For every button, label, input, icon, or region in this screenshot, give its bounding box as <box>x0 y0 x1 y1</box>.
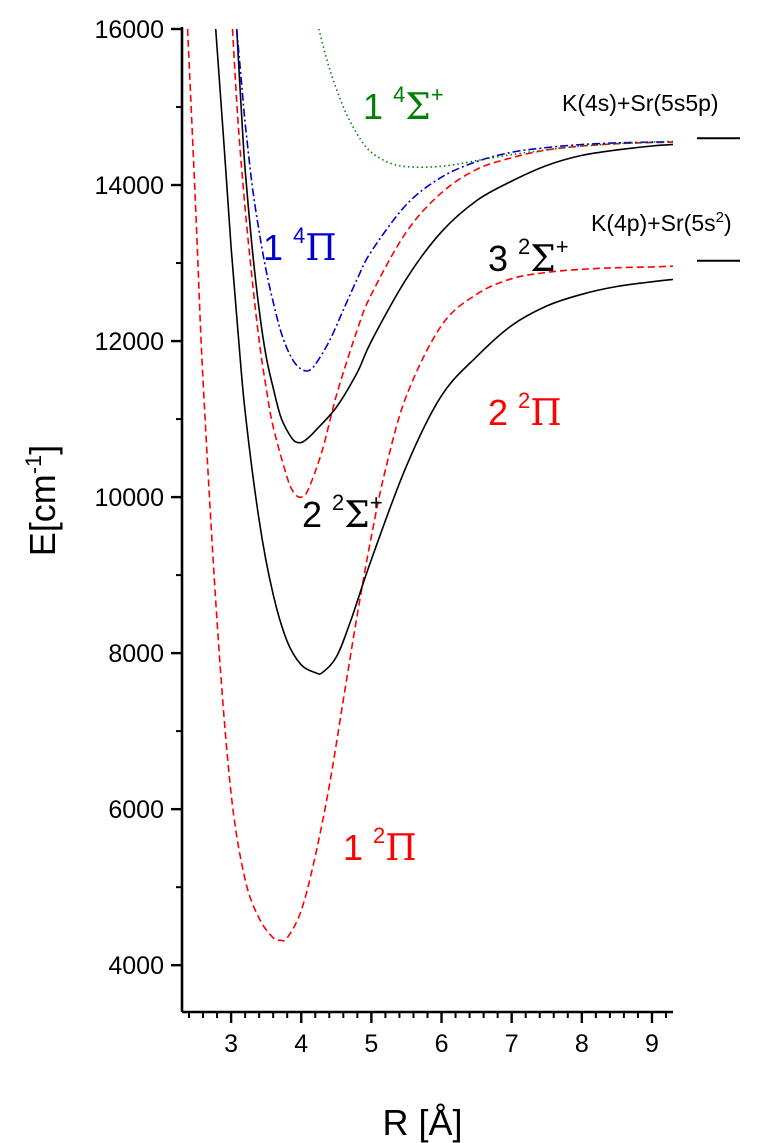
x-tick-label: 5 <box>364 1030 378 1058</box>
y-tick-label: 6000 <box>108 796 164 824</box>
asymptote-label-k4s-sr5s5p: K(4s)+Sr(5s5p) <box>562 90 719 116</box>
curve-1-2pi <box>186 29 673 942</box>
state-label-1-4pi: 1 4Π <box>263 223 337 269</box>
x-axis-title: R [Å] <box>382 1102 462 1143</box>
y-axis-title: E[cm-1] <box>21 445 63 557</box>
x-tick-label: 8 <box>575 1030 589 1058</box>
curve-1-4pi <box>235 29 673 372</box>
y-tick-label: 8000 <box>108 640 164 668</box>
state-label-2-2sigma-plus: 2 2Σ+ <box>302 490 383 536</box>
axis-titles-layer: R [Å] E[cm-1] <box>21 445 463 1143</box>
y-tick-label: 16000 <box>94 16 164 44</box>
state-labels-layer: 1 4Σ+ 1 4Π 3 2Σ+ 2 2Π 2 2Σ+ 1 2Π <box>263 82 569 869</box>
state-label-2-2pi: 2 2Π <box>488 388 562 434</box>
y-tick-label: 10000 <box>94 484 164 512</box>
state-label-1-4sigma-plus: 1 4Σ+ <box>363 82 444 128</box>
y-tick-label: 12000 <box>94 328 164 356</box>
x-tick-label: 4 <box>294 1030 308 1058</box>
x-tick-label: 9 <box>645 1030 659 1058</box>
x-tick-label: 7 <box>505 1030 519 1058</box>
curve-3-2sigma-plus <box>235 29 673 444</box>
y-tick-label: 14000 <box>94 172 164 200</box>
state-label-3-2sigma-plus: 3 2Σ+ <box>488 234 569 280</box>
x-tick-label: 3 <box>224 1030 238 1058</box>
asymptote-label-k4p-sr5s2: K(4p)+Sr(5s2) <box>591 209 732 236</box>
asymptote-layer: K(4s)+Sr(5s5p) K(4p)+Sr(5s2) <box>562 90 740 262</box>
x-tick-label: 6 <box>435 1030 449 1058</box>
curves-layer <box>186 29 673 942</box>
curve-2-2sigma-plus <box>214 29 673 675</box>
y-tick-label: 4000 <box>108 952 164 980</box>
axes-layer: 4000 6000 8000 10000 12000 14000 16000 3 4 5 6 7 8 9 <box>94 16 673 1058</box>
state-label-1-2pi: 1 2Π <box>343 823 417 869</box>
curve-2-2pi <box>231 29 673 499</box>
